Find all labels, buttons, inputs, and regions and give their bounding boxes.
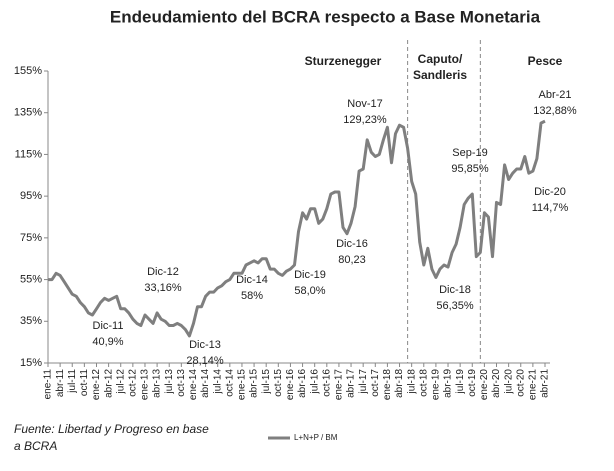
x-tick-label: ene-12 bbox=[91, 369, 102, 401]
y-tick-label: 155% bbox=[14, 65, 42, 77]
legend-label: L+N+P / BM bbox=[294, 433, 338, 442]
x-tick-label: jul-20 bbox=[503, 369, 514, 395]
annotation-date: Dic-11 bbox=[93, 320, 124, 332]
x-tick-label: oct-17 bbox=[370, 369, 381, 397]
annotation-date: Dic-20 bbox=[534, 186, 566, 198]
x-tick-label: ene-11 bbox=[43, 369, 54, 400]
x-tick-label: jul-12 bbox=[115, 369, 126, 395]
annotation-value: 58,0% bbox=[294, 285, 325, 297]
source: Fuente: Libertad y Progreso en base bbox=[14, 422, 209, 436]
x-tick-label: ene-21 bbox=[528, 369, 539, 401]
x-tick-label: ene-17 bbox=[334, 369, 345, 401]
x-tick-label: abr-17 bbox=[346, 369, 357, 398]
period-label: Pesce bbox=[528, 54, 563, 68]
x-tick-label: oct-14 bbox=[224, 369, 235, 397]
x-tick-label: abr-19 bbox=[443, 369, 454, 398]
x-tick-label: oct-15 bbox=[273, 369, 284, 397]
annotation-date: Dic-19 bbox=[294, 269, 326, 281]
annotation-date: Dic-13 bbox=[189, 339, 221, 351]
x-tick-label: abr-21 bbox=[540, 369, 551, 398]
annotation-date: Dic-12 bbox=[147, 266, 179, 278]
x-tick-label: abr-16 bbox=[297, 369, 308, 398]
x-tick-label: ene-16 bbox=[285, 369, 296, 401]
period-label: Sturzenegger bbox=[305, 54, 382, 68]
annotation-value: 28,14% bbox=[186, 355, 224, 367]
annotation-value: 40,9% bbox=[92, 336, 123, 348]
line-series bbox=[48, 119, 546, 338]
period-label: Sandleris bbox=[413, 68, 467, 82]
y-tick-label: 15% bbox=[20, 357, 42, 369]
x-tick-label: abr-11 bbox=[55, 369, 66, 398]
x-tick-label: jul-18 bbox=[406, 369, 417, 395]
y-tick-label: 135% bbox=[14, 107, 42, 119]
x-tick-label: ene-20 bbox=[479, 369, 490, 401]
y-tick-label: 95% bbox=[20, 190, 42, 202]
y-tick-label: 55% bbox=[20, 273, 42, 285]
chart-title: Endeudamiento del BCRA respecto a Base M… bbox=[110, 7, 541, 26]
x-tick-label: jul-17 bbox=[358, 369, 369, 395]
y-tick-label: 75% bbox=[20, 232, 42, 244]
x-tick-label: jul-14 bbox=[212, 369, 223, 395]
x-tick-label: ene-15 bbox=[237, 369, 248, 401]
x-tick-label: abr-20 bbox=[491, 369, 502, 398]
annotation-value: 114,7% bbox=[532, 202, 569, 214]
x-tick-label: abr-15 bbox=[249, 369, 260, 398]
annotation-value: 56,35% bbox=[436, 300, 474, 312]
x-tick-label: ene-14 bbox=[188, 369, 199, 401]
annotation-date: Abr-21 bbox=[538, 89, 571, 101]
annotation-value: 132,88% bbox=[533, 105, 577, 117]
annotation-date: Nov-17 bbox=[347, 98, 382, 110]
x-tick-label: jul-16 bbox=[309, 369, 320, 395]
x-tick-label: oct-11 bbox=[79, 369, 90, 396]
annotation-date: Dic-16 bbox=[336, 238, 368, 250]
x-tick-label: oct-20 bbox=[515, 369, 526, 397]
x-tick-label: oct-12 bbox=[127, 369, 138, 397]
x-tick-label: oct-13 bbox=[176, 369, 187, 397]
x-tick-label: oct-18 bbox=[418, 369, 429, 397]
x-tick-label: jul-15 bbox=[261, 369, 272, 395]
x-tick-label: abr-14 bbox=[200, 369, 211, 398]
x-tick-label: ene-13 bbox=[140, 369, 151, 401]
annotation-date: Dic-18 bbox=[439, 284, 471, 296]
annotation-value: 80,23 bbox=[338, 254, 366, 266]
x-tick-label: ene-19 bbox=[431, 369, 442, 401]
x-tick-label: abr-18 bbox=[394, 369, 405, 398]
source: a BCRA bbox=[14, 439, 57, 453]
x-tick-label: abr-12 bbox=[103, 369, 114, 398]
period-label: Caputo/ bbox=[418, 52, 463, 66]
y-tick-label: 115% bbox=[15, 148, 43, 160]
x-tick-label: jul-19 bbox=[455, 369, 466, 395]
annotation-value: 129,23% bbox=[343, 114, 387, 126]
x-tick-label: ene-18 bbox=[382, 369, 393, 401]
x-tick-label: oct-16 bbox=[321, 369, 332, 397]
annotation-value: 95,85% bbox=[451, 163, 489, 175]
annotation-date: Sep-19 bbox=[452, 147, 487, 159]
x-tick-label: jul-11 bbox=[67, 369, 78, 394]
x-tick-label: oct-19 bbox=[467, 369, 478, 397]
annotation-value: 58% bbox=[241, 290, 263, 302]
annotation-date: Dic-14 bbox=[236, 274, 268, 286]
annotation-value: 33,16% bbox=[144, 282, 182, 294]
y-tick-label: 35% bbox=[20, 315, 42, 327]
x-tick-label: jul-13 bbox=[164, 369, 175, 395]
x-tick-label: abr-13 bbox=[152, 369, 163, 398]
